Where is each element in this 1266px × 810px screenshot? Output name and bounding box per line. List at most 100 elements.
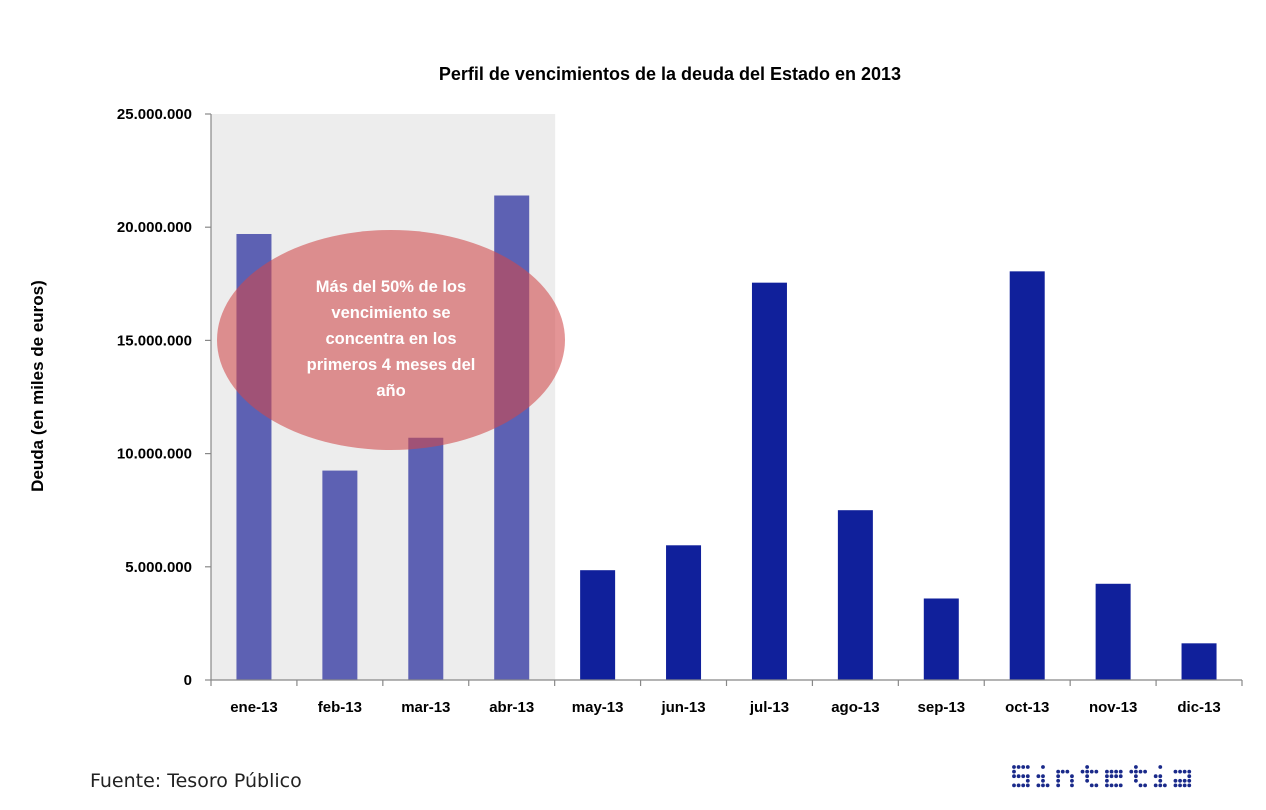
x-tick-label: may-13 [572,699,624,716]
logo-dot [1041,783,1045,788]
logo-dot [1036,774,1041,779]
logo-dot [1012,769,1016,774]
logo-dot [1134,774,1138,779]
logo-dot [1016,783,1021,788]
x-tick-label: feb-13 [318,699,362,716]
y-tick-label: 15.000.000 [117,332,192,349]
bar-mar-13 [408,437,444,680]
logo-dot [1070,778,1074,783]
x-tick-label: mar-13 [401,699,450,716]
logo-dot [1094,783,1099,788]
logo-dot [1085,765,1090,769]
logo-dot [1109,783,1114,788]
logo-dot [1118,769,1123,774]
logo-dot [1012,783,1016,788]
logo-dot [1153,783,1158,788]
logo-dot [1070,783,1074,788]
logo-dot [1118,774,1123,779]
logo-dot [1187,774,1192,779]
chart-title: Perfil de vencimientos de la deuda del E… [439,64,901,84]
annotation-line: año [376,382,405,400]
logo-dot [1070,774,1074,779]
logo-dot [1134,769,1138,774]
logo-dot [1114,769,1119,774]
y-tick-label: 5.000.000 [125,559,192,576]
logo-dot [1105,769,1109,774]
x-tick-labels: ene-13 feb-13 mar-13 abr-13 may-13 jun-13 jul-… [230,699,1221,716]
logo-dot [1012,774,1016,779]
bar-jul-13 [751,282,787,680]
axes [205,113,1243,686]
logo-dot [1114,774,1119,779]
logo-dot [1182,783,1187,788]
logo-dot [1109,774,1114,779]
bar-oct-13 [1009,271,1045,680]
logo-dot [1060,769,1065,774]
logo-dot [1080,769,1085,774]
logo-dot [1173,769,1178,774]
logo-dot [1118,783,1123,788]
bar-sep-13 [923,598,959,680]
bar-dic-13 [1181,643,1217,680]
logo-dot [1158,783,1163,788]
logo-dot [1158,774,1163,779]
x-tick-label: jul-13 [749,699,789,716]
y-tick-label: 20.000.000 [117,219,192,236]
annotation-ellipse [217,230,565,450]
logo-dot [1085,769,1090,774]
x-tick-label: nov-13 [1089,699,1137,716]
logo-dot [1114,783,1119,788]
bar-feb-13 [322,470,358,680]
bar-nov-13 [1095,583,1131,680]
x-tick-label: ene-13 [230,699,278,716]
logo-dot [1158,778,1163,783]
y-axis-label: Deuda (en miles de euros) [28,280,47,492]
logo-dot [1056,783,1061,788]
sintetia-logo [1012,765,1192,788]
logo-dot [1158,765,1163,769]
annotation-line: primeros 4 meses del [307,356,476,374]
logo-dot [1025,783,1030,788]
y-tick-label: 10.000.000 [117,446,192,463]
x-tick-label: jun-13 [660,699,705,716]
logo-dot [1187,769,1192,774]
logo-dot [1178,783,1182,788]
logo-dot [1178,769,1182,774]
bar-ago-13 [837,510,873,680]
logo-dot [1045,783,1050,788]
logo-dot [1016,774,1021,779]
logo-dot [1089,783,1094,788]
logo-dot [1182,778,1187,783]
logo-dot [1021,765,1026,769]
logo-dot [1085,774,1090,779]
logo-dot [1016,765,1021,769]
logo-dot [1025,774,1030,779]
x-tick-label: dic-13 [1177,699,1220,716]
annotation-line: concentra en los [325,330,456,348]
logo-dot [1173,783,1178,788]
logo-dot [1025,778,1030,783]
logo-dot [1143,769,1147,774]
logo-dot [1041,778,1045,783]
logo-dot [1187,783,1192,788]
logo-dot [1056,774,1061,779]
bar-may-13 [580,570,616,680]
y-tick-label: 25.000.000 [117,106,192,123]
logo-dot [1021,774,1026,779]
logo-dot [1089,769,1094,774]
logo-dot [1021,783,1026,788]
logo-dot [1056,769,1061,774]
logo-dot [1138,783,1143,788]
logo-dot [1105,778,1109,783]
logo-dot [1094,769,1099,774]
logo-dot [1065,769,1070,774]
logo-dot [1056,778,1061,783]
logo-dot [1134,778,1138,783]
logo-dot [1109,769,1114,774]
logo-dot [1012,765,1016,769]
logo-dot [1105,774,1109,779]
x-tick-label: ago-13 [831,699,879,716]
x-tick-label: sep-13 [918,699,966,716]
annotation-text: Más del 50% de los vencimiento se concen… [307,278,476,400]
logo-dot [1025,765,1030,769]
